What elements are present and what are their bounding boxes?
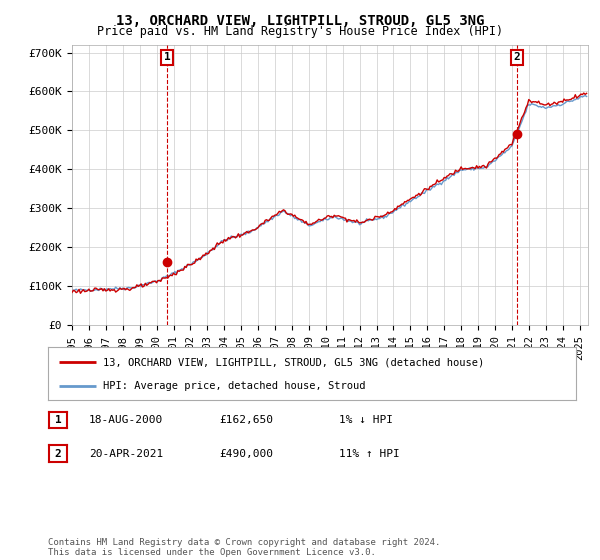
Text: 11% ↑ HPI: 11% ↑ HPI: [339, 449, 400, 459]
Text: 1% ↓ HPI: 1% ↓ HPI: [339, 415, 393, 425]
Text: 1: 1: [55, 415, 62, 425]
Text: 20-APR-2021: 20-APR-2021: [89, 449, 163, 459]
Text: 2: 2: [55, 449, 62, 459]
Text: 18-AUG-2000: 18-AUG-2000: [89, 415, 163, 425]
Text: 1: 1: [164, 53, 170, 62]
Text: 13, ORCHARD VIEW, LIGHTPILL, STROUD, GL5 3NG: 13, ORCHARD VIEW, LIGHTPILL, STROUD, GL5…: [116, 14, 484, 28]
Text: HPI: Average price, detached house, Stroud: HPI: Average price, detached house, Stro…: [103, 380, 366, 390]
Text: £162,650: £162,650: [219, 415, 273, 425]
Text: Contains HM Land Registry data © Crown copyright and database right 2024.
This d: Contains HM Land Registry data © Crown c…: [48, 538, 440, 557]
Text: 13, ORCHARD VIEW, LIGHTPILL, STROUD, GL5 3NG (detached house): 13, ORCHARD VIEW, LIGHTPILL, STROUD, GL5…: [103, 357, 485, 367]
Text: £490,000: £490,000: [219, 449, 273, 459]
Text: 2: 2: [514, 53, 520, 62]
Text: Price paid vs. HM Land Registry's House Price Index (HPI): Price paid vs. HM Land Registry's House …: [97, 25, 503, 38]
